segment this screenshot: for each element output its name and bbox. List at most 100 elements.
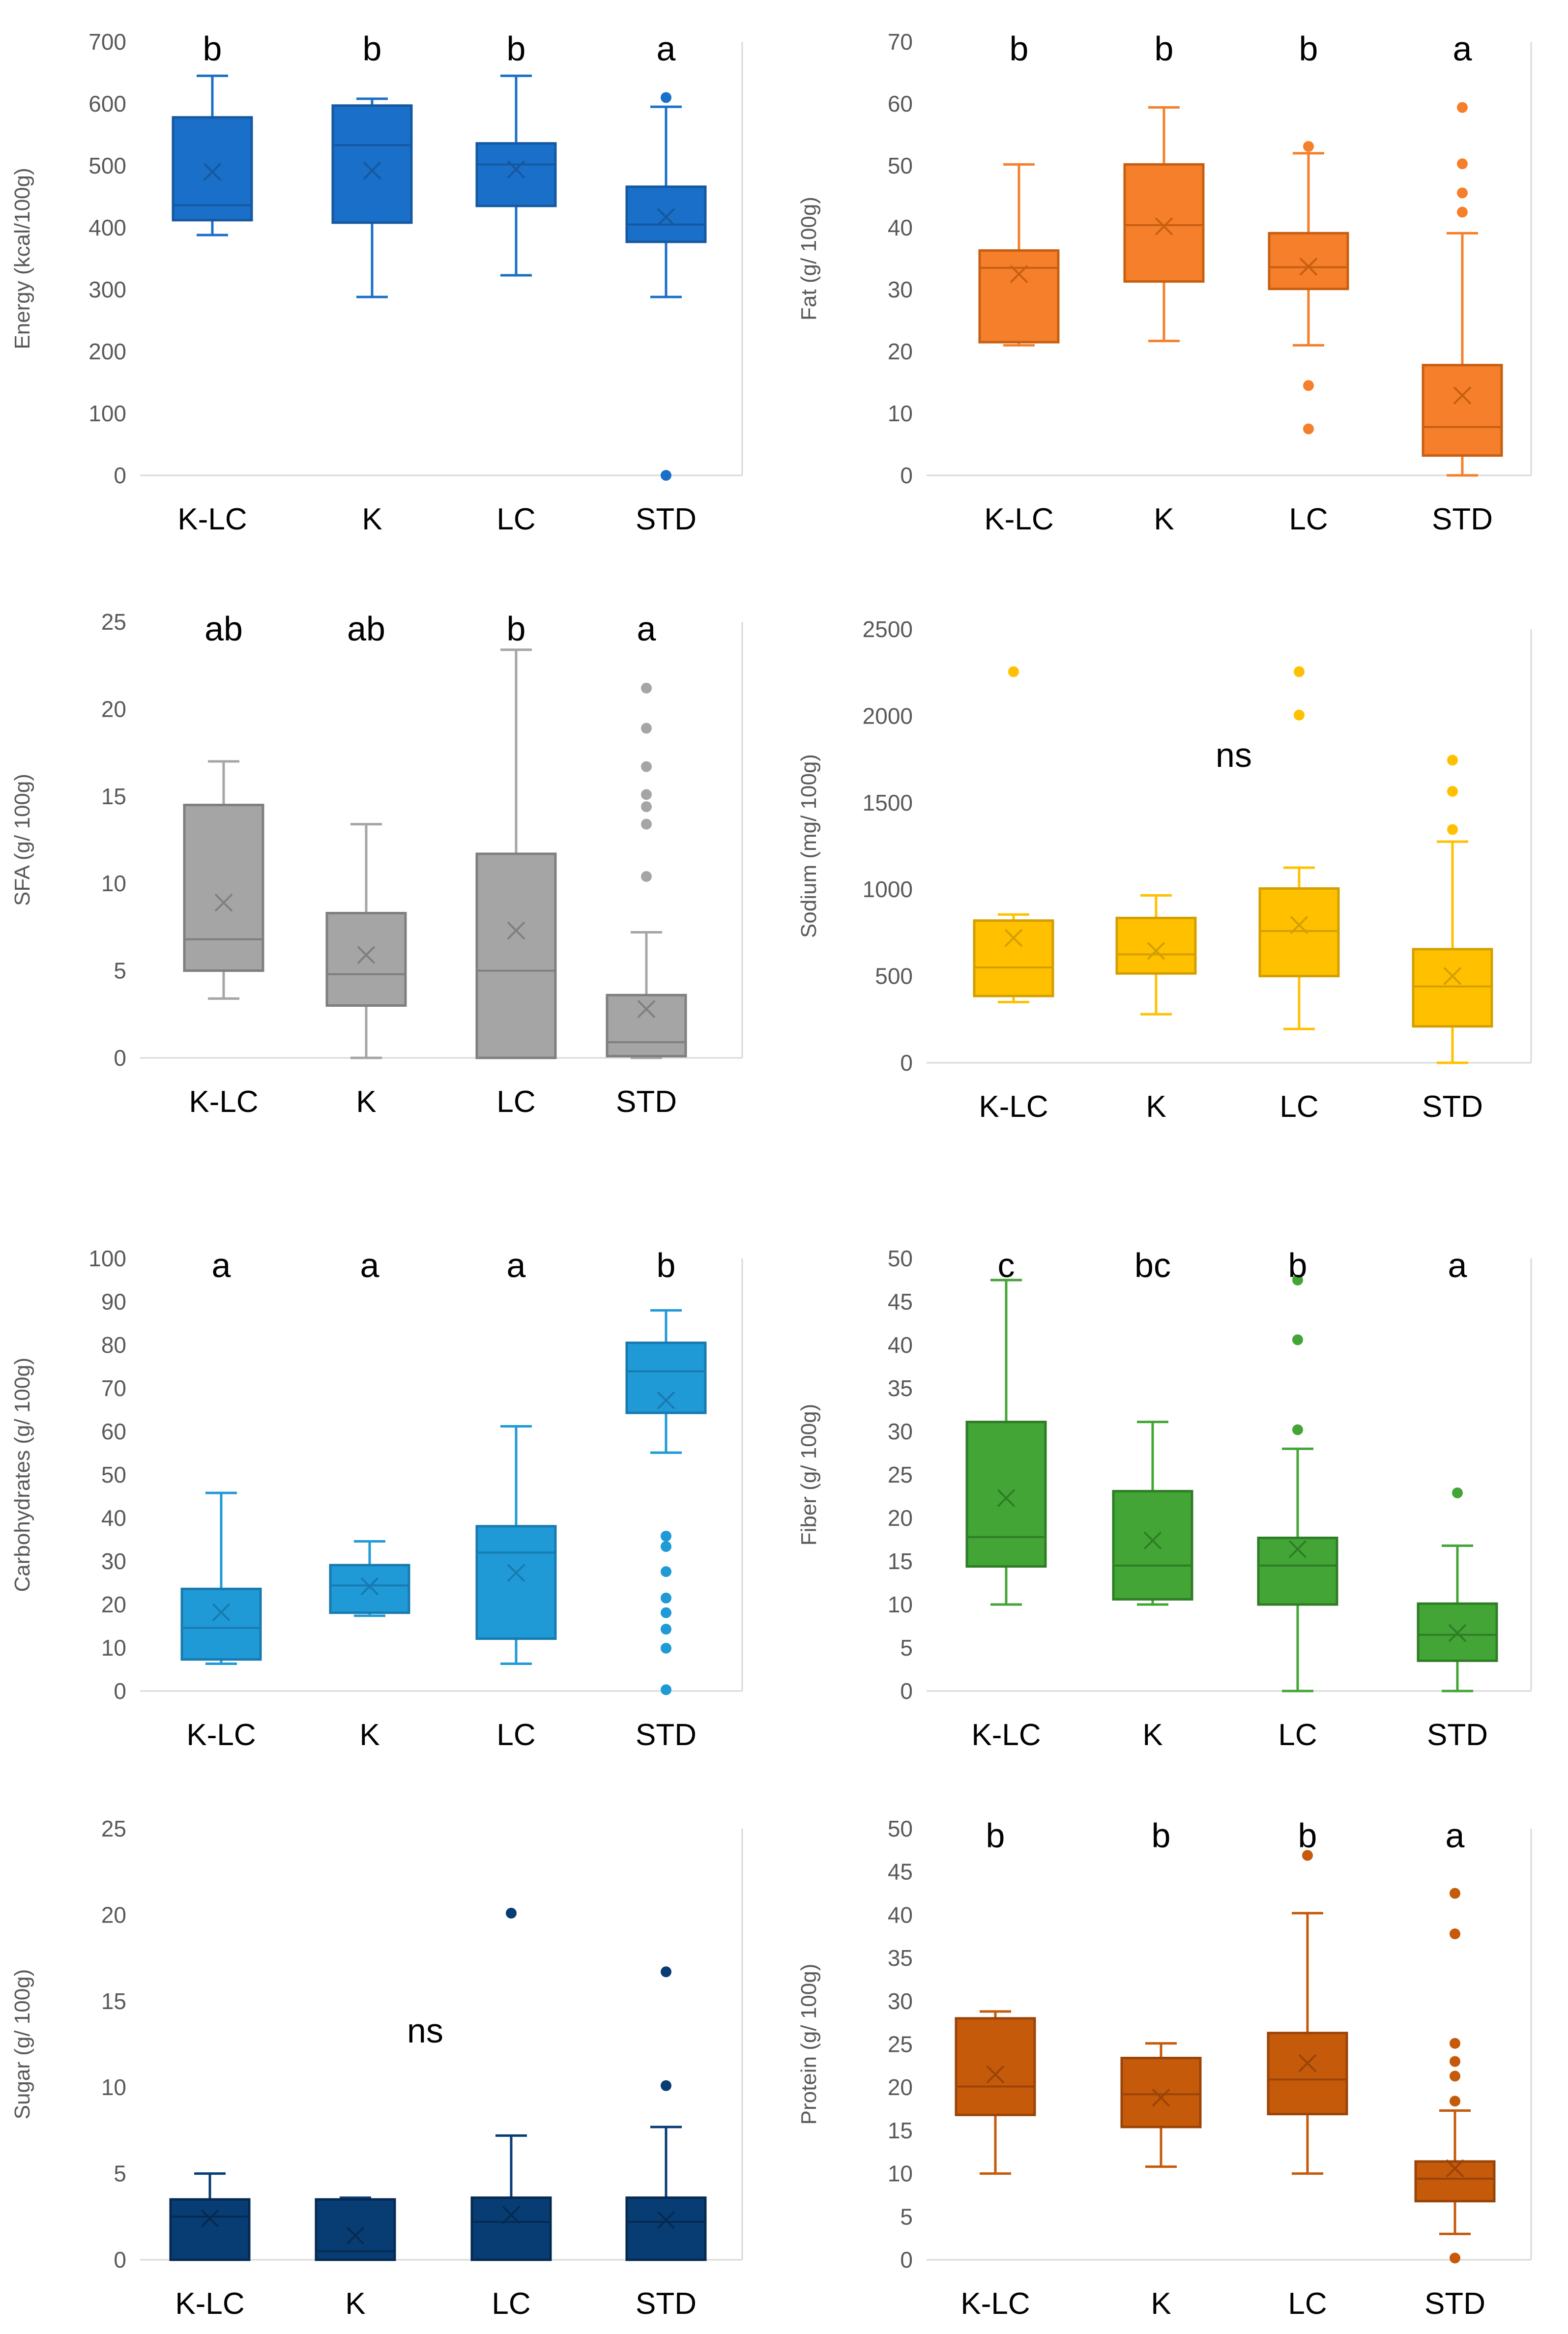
outlier-point [641, 801, 652, 813]
box-STD [625, 1966, 707, 2261]
y-tick-label: 30 [888, 1988, 913, 2014]
interquartile-box [475, 1525, 557, 1640]
mean-marker [637, 1000, 656, 1019]
y-tick-label: 400 [88, 215, 126, 240]
outlier-point [1008, 666, 1019, 677]
outlier-point [661, 2080, 671, 2091]
mean-marker [1290, 916, 1308, 934]
mean-marker [507, 1564, 525, 1582]
interquartile-box [625, 185, 707, 243]
y-tick-label: 40 [101, 1505, 126, 1531]
outlier-point [1457, 206, 1468, 218]
significance-letter: b [986, 1816, 1005, 1855]
y-tick-label: 10 [101, 2074, 126, 2100]
interquartile-box [475, 852, 557, 1059]
outlier-point [1303, 423, 1314, 435]
outlier-point [1292, 1334, 1303, 1345]
mean-marker [346, 2226, 365, 2245]
y-tick-label: 600 [88, 91, 126, 117]
interquartile-box [1267, 2032, 1348, 2116]
y-tick-label: 50 [888, 1246, 913, 1271]
outlier-point [1450, 1928, 1460, 1939]
outlier-point [1450, 2038, 1460, 2049]
interquartile-box [1258, 887, 1340, 978]
y-tick-label: 5 [114, 2161, 126, 2187]
boxplot-panel-3: 0 5 10 15 20 25 SFA (g/ 100g) K-LC K LC STD ab ab b a [10, 609, 743, 1119]
box-K-LC [172, 74, 253, 236]
y-tick-label: 40 [888, 1332, 913, 1358]
ns-annotation: ns [407, 2012, 443, 2050]
mean-marker [657, 1391, 675, 1410]
box-LC [1257, 1275, 1338, 1692]
interquartile-box [625, 1342, 707, 1414]
category-label: LC [1288, 2287, 1327, 2321]
category-label: K [1142, 1718, 1162, 1752]
mean-marker [657, 2211, 675, 2229]
y-tick-label: 2000 [863, 703, 913, 729]
category-label: STD [636, 1718, 697, 1752]
ns-annotation: ns [1216, 736, 1252, 774]
y-tick-label: 0 [900, 2247, 913, 2273]
y-tick-label: 0 [900, 1050, 913, 1076]
y-tick-label: 0 [114, 2247, 126, 2273]
y-axis-label: SFA (g/ 100g) [10, 774, 34, 906]
y-tick-label: 20 [888, 1505, 913, 1531]
category-label: K [345, 2287, 365, 2321]
outlier-point [661, 1624, 671, 1635]
significance-letter: b [1298, 1816, 1317, 1855]
significance-letter: a [212, 1246, 231, 1284]
significance-letter: b [1299, 29, 1318, 68]
significance-letter: a [657, 29, 676, 68]
category-label: K-LC [175, 2287, 244, 2321]
boxplot-panel-4: 0 500 1000 1500 2000 2500 Sodium (mg/ 100g) K-L… [797, 616, 1532, 1124]
box-K-LC [169, 2172, 251, 2261]
significance-letter: b [507, 29, 526, 68]
interquartile-box [1268, 232, 1349, 291]
mean-marker [201, 2209, 219, 2228]
outlier-point [1292, 1424, 1303, 1435]
outlier-point [1450, 2071, 1460, 2082]
box-K-LC [183, 760, 264, 1000]
significance-letter: b [1288, 1246, 1307, 1284]
y-tick-label: 20 [101, 1592, 126, 1617]
outlier-point [641, 761, 652, 772]
category-label: STD [616, 1085, 677, 1119]
category-label: STD [636, 2287, 697, 2321]
y-tick-label: 15 [101, 784, 126, 809]
y-tick-label: 70 [101, 1375, 126, 1401]
category-label: STD [1432, 502, 1493, 536]
box-STD [606, 682, 687, 1059]
interquartile-box [1120, 2057, 1202, 2129]
y-axis-label: Energy (kcal/100g) [10, 168, 34, 349]
interquartile-box [470, 2196, 552, 2261]
box-K-LC [955, 2010, 1036, 2175]
interquartile-box [315, 2198, 396, 2261]
category-label: K-LC [971, 1718, 1041, 1752]
mean-marker [1446, 2159, 1464, 2178]
y-tick-label: 10 [101, 871, 126, 896]
y-tick-label: 0 [114, 1678, 126, 1704]
outlier-point [641, 871, 652, 882]
outlier-point [506, 1907, 517, 1919]
category-label: STD [1424, 2287, 1485, 2321]
box-K [1120, 2042, 1202, 2168]
y-tick-label: 1500 [863, 790, 913, 816]
mean-marker [1143, 1531, 1162, 1550]
mean-marker [1288, 1540, 1307, 1558]
y-tick-label: 40 [888, 215, 913, 240]
y-tick-label: 0 [900, 463, 913, 488]
box-K-LC [965, 1279, 1047, 1606]
significance-letter: b [657, 1246, 676, 1284]
y-tick-label: 1000 [863, 876, 913, 902]
category-label: K [1146, 1090, 1166, 1124]
mean-marker [1004, 929, 1023, 947]
interquartile-box [329, 1564, 410, 1614]
y-tick-label: 100 [88, 1246, 126, 1271]
interquartile-box [1412, 948, 1493, 1028]
mean-marker [1298, 2054, 1317, 2072]
boxplot-panel-6: 0 5 10 15 20 25 30 35 40 45 50 Fiber (g/ 100g) K-LC K… [797, 1246, 1532, 1752]
interquartile-box [172, 116, 253, 222]
mean-marker [1010, 265, 1028, 283]
category-label: LC [496, 1085, 535, 1119]
